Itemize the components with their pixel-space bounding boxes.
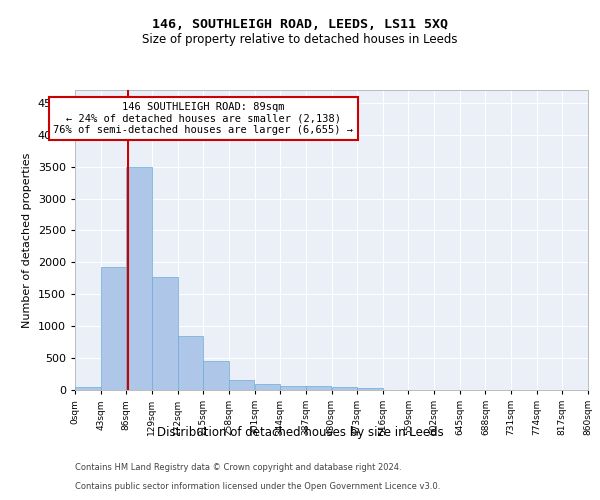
Bar [127, 167, 152, 390]
Text: Contains HM Land Registry data © Crown copyright and database right 2024.: Contains HM Land Registry data © Crown c… [75, 464, 401, 472]
Bar [152, 277, 178, 390]
Bar [229, 380, 254, 390]
Bar [75, 387, 101, 390]
Bar [203, 360, 229, 390]
Bar [101, 268, 126, 390]
Text: Contains public sector information licensed under the Open Government Licence v3: Contains public sector information licen… [75, 482, 440, 491]
Text: 146 SOUTHLEIGH ROAD: 89sqm
← 24% of detached houses are smaller (2,138)
76% of s: 146 SOUTHLEIGH ROAD: 89sqm ← 24% of deta… [53, 102, 353, 136]
Bar [254, 384, 280, 390]
Text: Size of property relative to detached houses in Leeds: Size of property relative to detached ho… [142, 32, 458, 46]
Bar [280, 386, 306, 390]
Bar [178, 336, 203, 390]
Bar [357, 388, 383, 390]
Bar [306, 386, 331, 390]
Text: 146, SOUTHLEIGH ROAD, LEEDS, LS11 5XQ: 146, SOUTHLEIGH ROAD, LEEDS, LS11 5XQ [152, 18, 448, 30]
Y-axis label: Number of detached properties: Number of detached properties [22, 152, 32, 328]
Bar [332, 388, 357, 390]
Text: Distribution of detached houses by size in Leeds: Distribution of detached houses by size … [157, 426, 443, 439]
